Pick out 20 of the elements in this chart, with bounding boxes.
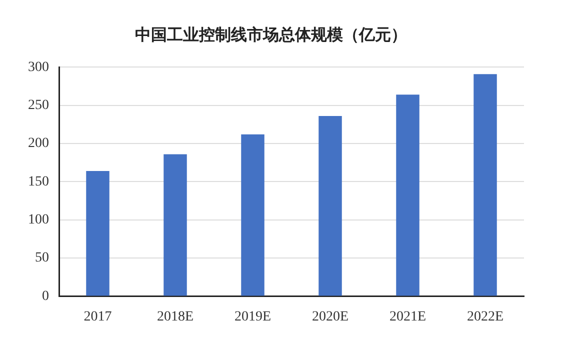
chart-title: 中国工业控制线市场总体规模（亿元） <box>135 24 407 44</box>
bar <box>241 134 264 296</box>
y-tick-label: 100 <box>28 212 49 228</box>
x-tick-label: 2022E <box>466 309 504 324</box>
x-tick-label: 2017 <box>84 309 112 324</box>
y-tick-label: 0 <box>42 288 49 304</box>
bar <box>396 94 420 296</box>
x-tick-label: 2020E <box>312 309 349 324</box>
y-tick-label: 250 <box>28 98 49 114</box>
x-tick-label: 2018E <box>156 309 194 324</box>
y-tick-label: 300 <box>28 60 49 75</box>
bar <box>474 74 497 296</box>
y-tick-label: 50 <box>35 250 49 266</box>
y-tick-label: 200 <box>28 136 49 152</box>
y-tick-label: 150 <box>28 174 49 190</box>
x-tick-label: 2021E <box>389 309 426 324</box>
bar <box>318 116 342 296</box>
bar <box>86 171 110 296</box>
bar <box>164 154 187 296</box>
x-tick-label: 2019E <box>234 309 272 324</box>
